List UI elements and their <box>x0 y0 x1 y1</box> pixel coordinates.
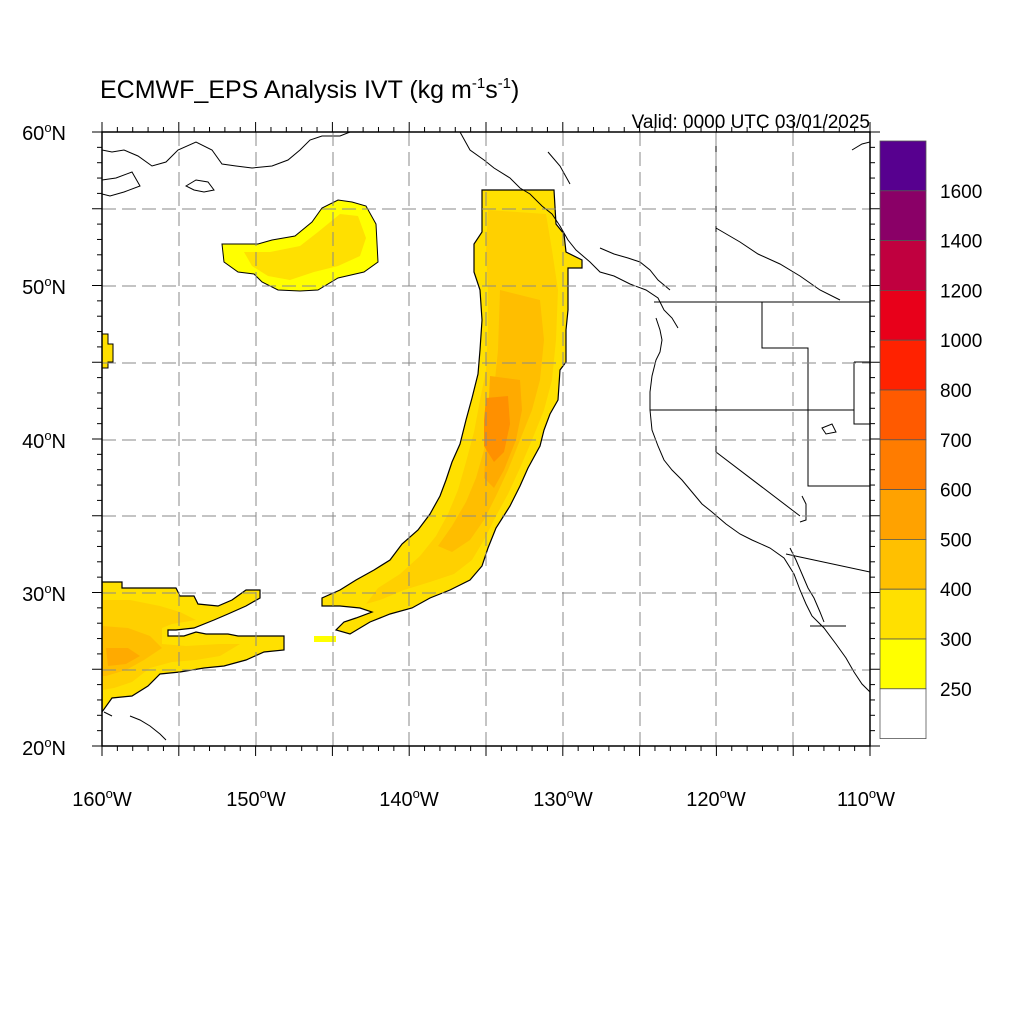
colorbar-label: 400 <box>940 580 972 601</box>
lat-label-20: 20oN <box>22 735 66 760</box>
lat-label-40: 40oN <box>22 428 66 453</box>
colorbar-swatch <box>879 140 927 192</box>
colorbar-swatch <box>879 339 927 391</box>
lat-labels: 60oN 50oN 40oN 30oN 20oN <box>22 120 66 760</box>
colorbar-swatch <box>879 688 927 739</box>
colorbar-label: 250 <box>940 680 972 701</box>
lon-label-130w: 130oW <box>533 786 593 811</box>
colorbar-swatch <box>879 638 927 690</box>
lon-label-150w: 150oW <box>226 786 286 811</box>
gridlines <box>102 132 870 746</box>
lat-label-50: 50oN <box>22 274 66 299</box>
ivt-blob-edge <box>102 333 114 369</box>
lon-label-140w: 140oW <box>379 786 439 811</box>
colorbar-label: 600 <box>940 481 972 502</box>
colorbar-swatch <box>879 389 927 441</box>
colorbar-label: 1600 <box>940 182 982 203</box>
colorbar-swatch <box>879 439 927 490</box>
colorbar-swatch <box>879 489 927 540</box>
lon-label-120w: 120oW <box>686 786 746 811</box>
map-title: ECMWF_EPS Analysis IVT (kg m-1s-1) <box>100 75 519 104</box>
colorbar-swatch <box>879 539 927 590</box>
subtropical-plume <box>102 581 285 714</box>
lat-label-60: 60oN <box>22 120 66 145</box>
colorbar-swatch <box>879 190 927 242</box>
tick-marks <box>92 122 880 756</box>
colorbar-label: 1200 <box>940 281 982 302</box>
colorbar-swatch <box>879 289 927 341</box>
colorbar-label: 700 <box>940 431 972 452</box>
colorbar: 1600 1400 1200 1000 800 700 600 500 400 300 250 <box>879 140 982 739</box>
coastlines <box>102 132 870 741</box>
valid-time-label: Valid: 0000 UTC 03/01/2025 <box>632 112 870 133</box>
lon-labels: 160oW 150oW 140oW 130oW 120oW 110oW <box>72 786 895 811</box>
colorbar-swatch <box>879 240 927 291</box>
colorbar-label: 1000 <box>940 331 982 352</box>
lat-label-30: 30oN <box>22 581 66 606</box>
map-panel <box>92 122 880 756</box>
ivt-blob-gulf-of-alaska <box>221 199 379 292</box>
colorbar-swatch <box>879 588 927 640</box>
colorbar-label: 1400 <box>940 232 982 253</box>
lon-label-110w: 110oW <box>837 786 895 811</box>
atmospheric-river <box>314 189 583 642</box>
colorbar-label: 800 <box>940 381 972 402</box>
lon-label-160w: 160oW <box>72 786 132 811</box>
colorbar-label: 500 <box>940 530 972 551</box>
colorbar-label: 300 <box>940 630 972 651</box>
